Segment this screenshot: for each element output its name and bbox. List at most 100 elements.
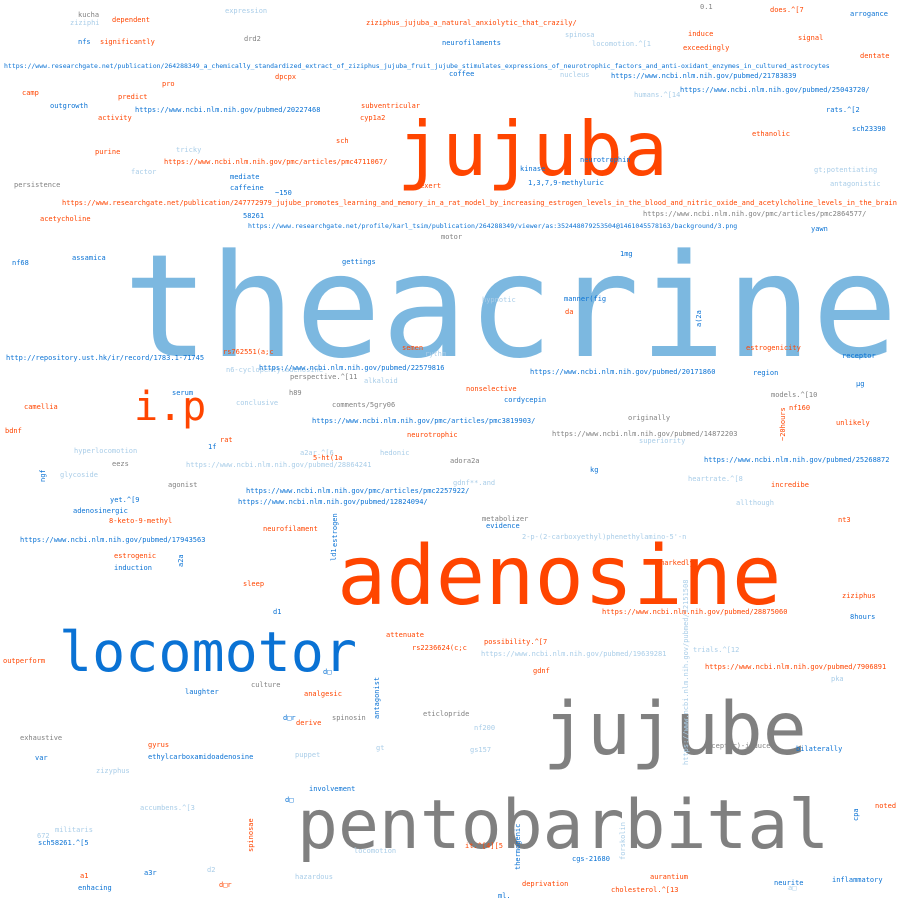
word-cloud-word: semen bbox=[402, 343, 424, 352]
word-cloud-word: theacrine bbox=[123, 222, 898, 390]
word-cloud-word: camellia bbox=[24, 402, 58, 411]
word-cloud-word: camp bbox=[22, 88, 39, 97]
word-cloud-word: ml. bbox=[498, 891, 511, 900]
word-cloud-word: superiority bbox=[639, 436, 686, 445]
word-cloud-word: culture bbox=[251, 680, 281, 689]
word-cloud-word: eezs bbox=[112, 459, 129, 468]
word-cloud-word: https://www.ncbi.nlm.nih.gov/pmc/article… bbox=[643, 209, 867, 218]
word-cloud-word: jujuba bbox=[397, 104, 668, 193]
word-cloud-word: cyp1a2 bbox=[360, 113, 386, 122]
word-cloud-word: a2a bbox=[177, 553, 185, 567]
word-cloud-word: thermogenic bbox=[514, 823, 522, 870]
word-cloud-word: hypnotic bbox=[482, 295, 516, 304]
word-cloud-word: nonselective bbox=[466, 384, 517, 393]
word-cloud-word: h89 bbox=[289, 388, 302, 397]
word-cloud-word: outperform bbox=[3, 656, 46, 665]
word-cloud-word: tricky bbox=[176, 145, 202, 154]
word-cloud-word: 5-ht(1a bbox=[313, 453, 343, 462]
word-cloud-word: http://repository.ust.hk/ir/record/1783.… bbox=[6, 353, 205, 362]
word-cloud-word: conclusive bbox=[236, 398, 279, 407]
word-cloud-word: humans.^[14 bbox=[634, 90, 681, 99]
word-cloud-word: dependent bbox=[112, 15, 150, 24]
word-cloud-word: yet.^[9 bbox=[110, 495, 140, 504]
word-cloud-word: neurite bbox=[774, 878, 804, 887]
word-cloud-word: bdnf bbox=[5, 426, 22, 435]
word-cloud-word: neurotrophic bbox=[407, 430, 458, 439]
word-cloud-word: 2-p-(2-carboxyethyl)phenethylamino-5'-n bbox=[522, 532, 687, 541]
word-cloud-word: assamica bbox=[72, 253, 106, 262]
word-cloud-word: https://www.ncbi.nlm.nih.gov/pmc/article… bbox=[164, 157, 388, 166]
word-cloud-word: https://www.ncbi.nlm.nih.gov/pubmed/2022… bbox=[135, 105, 321, 114]
word-cloud-word: receptor bbox=[842, 351, 876, 360]
word-cloud-word: a3r bbox=[144, 868, 157, 877]
word-cloud-word: nf160 bbox=[789, 403, 811, 412]
word-cloud-word: gyrus bbox=[148, 740, 170, 749]
word-cloud-word: puppet bbox=[295, 750, 321, 759]
word-cloud-word: adora2a bbox=[450, 456, 480, 465]
word-cloud-word: comments/5gry06 bbox=[332, 400, 396, 409]
word-cloud-word: antagonistic bbox=[830, 179, 881, 188]
word-cloud-word: inflammatory bbox=[832, 875, 883, 884]
word-cloud-word: locomotor bbox=[59, 620, 358, 685]
word-cloud-word: antagonist bbox=[373, 676, 381, 719]
word-cloud-word: persistence bbox=[14, 180, 61, 189]
word-cloud-word: d□r bbox=[219, 880, 232, 889]
word-cloud-word: adenosine bbox=[337, 529, 782, 625]
word-cloud-word: kucha bbox=[78, 10, 100, 19]
word-cloud-word: rat bbox=[220, 435, 233, 444]
word-cloud-word: a(2a bbox=[695, 309, 703, 327]
word-cloud-word: hedonic bbox=[380, 448, 410, 457]
word-cloud-word: markedly bbox=[660, 558, 694, 567]
word-cloud-word: dpcpx bbox=[275, 72, 297, 81]
word-cloud-word: spinosae bbox=[247, 817, 255, 852]
word-cloud-word: https://www.ncbi.nlm.nih.gov/pubmed/1963… bbox=[481, 649, 667, 658]
word-cloud-word: aurantium bbox=[650, 872, 688, 881]
word-cloud-word: trials.^[12 bbox=[693, 645, 740, 654]
word-cloud-word: cordycepin bbox=[504, 395, 547, 404]
word-cloud-word: forskolin bbox=[619, 821, 627, 860]
word-cloud-word: induction bbox=[114, 563, 152, 572]
word-cloud-word: models.^[10 bbox=[771, 390, 818, 399]
word-cloud-word: glycoside bbox=[60, 470, 98, 479]
word-cloud-word: factor bbox=[131, 167, 157, 176]
word-cloud-word: kg bbox=[590, 465, 599, 474]
word-cloud-word: 0.1 bbox=[700, 2, 713, 11]
word-cloud-word: https://www.researchgate.net/publication… bbox=[62, 198, 897, 207]
word-cloud-word: enhacing bbox=[78, 883, 112, 892]
word-cloud-word: https://www.ncbi.nlm.nih.gov/pubmed/1282… bbox=[238, 497, 428, 506]
word-cloud-word: estrogen bbox=[331, 512, 339, 547]
word-cloud-word: ~20hours bbox=[779, 406, 787, 441]
word-cloud-word: hazardous bbox=[295, 872, 333, 881]
word-cloud-word: cpa bbox=[852, 807, 860, 821]
word-cloud-word: coffee bbox=[449, 69, 475, 78]
word-cloud-word: pentobarbital bbox=[297, 785, 830, 865]
word-cloud-word: perspective.^[11 bbox=[290, 372, 358, 381]
word-cloud-word: ngf bbox=[39, 468, 47, 482]
word-cloud-word: gs157 bbox=[470, 745, 492, 754]
word-cloud-word: https://www.ncbi.nlm.nih.gov/pmc/article… bbox=[312, 416, 536, 425]
word-cloud-word: metabolizer bbox=[482, 514, 529, 523]
word-cloud-word: a2ar.^[6 bbox=[300, 448, 334, 457]
word-cloud-word: nucleus bbox=[560, 70, 590, 79]
word-cloud-word: https://www.ncbi.nlm.nih.gov/pubmed/2504… bbox=[680, 85, 870, 94]
word-cloud-word: pro bbox=[162, 79, 175, 88]
word-cloud-word: jujube bbox=[543, 687, 807, 773]
word-cloud-word: serum bbox=[172, 388, 194, 397]
word-cloud-word: purine bbox=[95, 147, 121, 156]
word-cloud-word: https://www.ncbi.nlm.nih.gov/pubmed/2887… bbox=[602, 607, 788, 616]
word-cloud-word: ziziphus bbox=[842, 591, 876, 600]
word-cloud-word: ~150 bbox=[275, 188, 292, 197]
word-cloud-word: https://www.ncbi.nlm.nih.gov/pubmed/2526… bbox=[704, 455, 890, 464]
word-cloud-word: sch23390 bbox=[852, 124, 886, 133]
word-cloud-word: evidence bbox=[486, 521, 520, 530]
word-cloud-word: noted bbox=[875, 801, 897, 810]
word-cloud-word: rats.^[2 bbox=[826, 105, 860, 114]
word-cloud-word: d□ bbox=[285, 795, 294, 804]
word-cloud-word: induce bbox=[688, 29, 714, 38]
word-cloud-word: bilaterally bbox=[796, 744, 843, 753]
word-cloud-word: ld1 bbox=[330, 547, 338, 561]
word-cloud-word: var bbox=[35, 753, 48, 762]
word-cloud-word: adenosinergic bbox=[73, 506, 128, 515]
word-cloud-word: locomotion bbox=[354, 846, 397, 855]
word-cloud-word: nf200 bbox=[474, 723, 496, 732]
